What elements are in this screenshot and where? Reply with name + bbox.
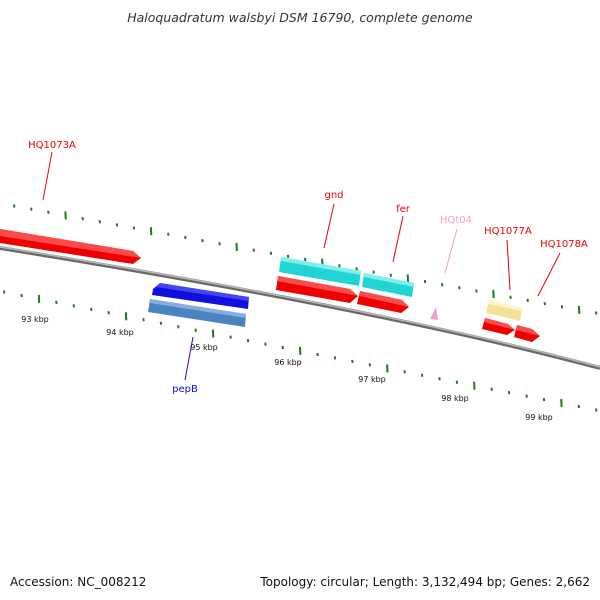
tick-label-95: 95 kbp xyxy=(190,343,218,352)
gene-pepb[interactable] xyxy=(148,283,249,327)
gene-fer[interactable] xyxy=(357,273,414,313)
topology-text: Topology: circular; Length: 3,132,494 bp… xyxy=(260,575,590,589)
lower-scale-ticks xyxy=(3,290,598,412)
accession-text: Accession: NC_008212 xyxy=(10,575,147,589)
gene-hq1077a[interactable] xyxy=(482,300,522,335)
gene-label-hq1078a: HQ1078A xyxy=(540,239,588,250)
upper-scale-ticks xyxy=(13,204,598,315)
tick-label-96: 96 kbp xyxy=(274,358,302,367)
gene-label-pepb: pepB xyxy=(172,384,198,395)
hq1078a-leader-line xyxy=(537,252,561,297)
tick-label-98: 98 kbp xyxy=(441,394,469,403)
gene-label-fer: fer xyxy=(396,204,411,215)
hqt04-leader-line xyxy=(444,228,458,274)
gnd-leader-line xyxy=(323,203,335,249)
gene-gnd[interactable] xyxy=(276,257,361,303)
gene-hq1073a[interactable] xyxy=(0,229,141,264)
gene-hqt04[interactable] xyxy=(430,307,438,320)
pepb-leader-line xyxy=(184,336,194,381)
gene-label-gnd: gnd xyxy=(324,190,343,201)
hq1077a-leader-line xyxy=(506,239,511,291)
tick-label-94: 94 kbp xyxy=(106,328,134,337)
gene-label-hq1077a: HQ1077A xyxy=(484,226,532,237)
gene-label-hq1073a: HQ1073A xyxy=(28,140,76,151)
tick-label-93: 93 kbp xyxy=(21,315,49,324)
hq1073a-leader-line xyxy=(42,151,53,201)
genome-backbone xyxy=(0,246,600,370)
tick-label-97: 97 kbp xyxy=(358,375,386,384)
fer-leader-line xyxy=(392,215,404,263)
gene-hq1078a[interactable] xyxy=(514,325,540,342)
genome-title: Haloquadratum walsbyi DSM 16790, complet… xyxy=(127,10,473,25)
gene-label-hqt04: HQt04 xyxy=(440,215,472,226)
tick-label-99: 99 kbp xyxy=(525,413,553,422)
